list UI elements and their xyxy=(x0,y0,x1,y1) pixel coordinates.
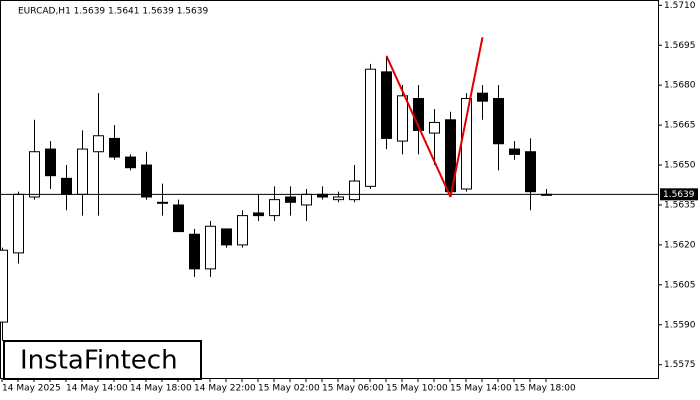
pattern-line xyxy=(449,37,484,198)
candle-body xyxy=(381,71,392,139)
candle-body xyxy=(429,121,440,134)
y-tick-label: 1.5575 xyxy=(664,360,696,370)
candle-body xyxy=(333,196,344,201)
x-tick-label: 15 May 02:00 xyxy=(258,384,320,394)
x-tick-label: 14 May 14:00 xyxy=(66,384,128,394)
x-tick-label: 14 May 18:00 xyxy=(130,384,192,394)
candle-body xyxy=(445,119,456,193)
candle-body xyxy=(285,196,296,203)
y-tick-label: 1.5710 xyxy=(664,1,696,11)
last-price-label: 1.5639 xyxy=(663,190,695,200)
candle-body xyxy=(61,177,72,195)
candle-body xyxy=(77,148,88,195)
candle-body xyxy=(173,204,184,233)
y-tick-label: 1.5635 xyxy=(664,200,696,210)
candle-body xyxy=(397,95,408,142)
candle-body xyxy=(525,151,536,193)
y-tick-label: 1.5695 xyxy=(664,41,696,51)
candle-body xyxy=(0,249,8,323)
x-tick-label: 15 May 14:00 xyxy=(450,384,512,394)
candle-body xyxy=(301,193,312,206)
candle-body xyxy=(13,193,24,254)
candle-body xyxy=(509,148,520,155)
candle-body xyxy=(205,225,216,270)
pattern-line xyxy=(385,55,452,198)
x-tick-label: 14 May 2025 xyxy=(2,384,61,394)
candle-body xyxy=(189,233,200,270)
candle-body xyxy=(125,156,136,169)
candle-body xyxy=(45,148,56,177)
candle-body xyxy=(269,199,280,217)
candle-body xyxy=(365,68,376,187)
y-tick-label: 1.5605 xyxy=(664,280,696,290)
candle-body xyxy=(221,228,232,246)
logo-box xyxy=(3,340,202,380)
x-tick-label: 14 May 22:00 xyxy=(194,384,256,394)
y-tick-label: 1.5665 xyxy=(664,121,696,131)
y-tick-label: 1.5650 xyxy=(664,161,696,171)
candle-body xyxy=(477,92,488,102)
candle-body xyxy=(109,137,120,158)
candle-body xyxy=(141,164,152,198)
candle-body xyxy=(253,212,264,217)
candle-body xyxy=(93,135,104,153)
candle-body xyxy=(493,97,504,145)
chart-title: EURCAD,H1 1.5639 1.5641 1.5639 1.5639 xyxy=(18,7,208,17)
y-tick-label: 1.5680 xyxy=(664,81,696,91)
y-tick-label: 1.5620 xyxy=(664,240,696,250)
y-tick-label: 1.5590 xyxy=(664,320,696,330)
candle-body xyxy=(349,180,360,201)
x-tick-label: 15 May 18:00 xyxy=(514,384,576,394)
x-tick-label: 15 May 06:00 xyxy=(322,384,384,394)
candle-body xyxy=(237,215,248,246)
candle-body xyxy=(29,151,40,198)
last-price-box xyxy=(660,188,698,201)
plot-area xyxy=(0,0,659,379)
x-tick-label: 15 May 10:00 xyxy=(386,384,448,394)
candle-body xyxy=(157,201,168,204)
logo: InstaFintech xyxy=(20,346,178,376)
